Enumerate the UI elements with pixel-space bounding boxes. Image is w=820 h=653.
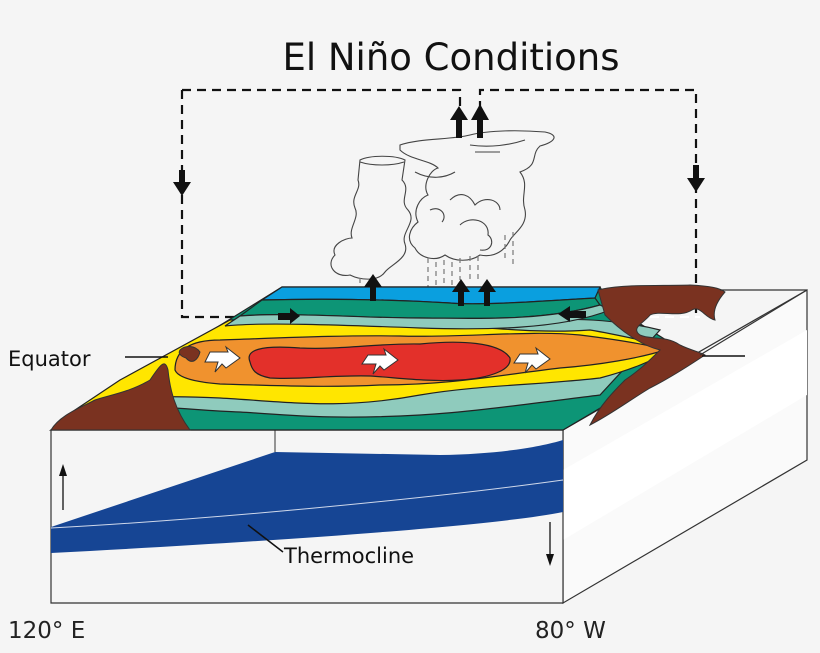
walker-circulation-loop — [180, 88, 698, 319]
thermocline-label: Thermocline — [283, 544, 414, 568]
upwelling-arrow-icon — [59, 464, 67, 510]
equator-label: Equator — [8, 347, 91, 371]
box-right-face-shade — [563, 330, 807, 540]
trade-wind-arrow-west — [278, 308, 300, 324]
thermocline-line — [50, 479, 564, 529]
longitude-east-label: 80° W — [535, 618, 606, 644]
rising-air-arrows-surface — [364, 274, 496, 306]
convection-clouds-icon — [330, 130, 555, 280]
rain-icon — [359, 232, 514, 292]
thermocline-pointer — [247, 524, 284, 553]
land-west — [50, 346, 201, 431]
downwelling-arrow-icon — [546, 522, 554, 566]
westerly-wind-anomaly-arrows — [204, 345, 551, 375]
trade-wind-arrow-east — [558, 306, 586, 322]
rising-air-arrows-top — [450, 104, 489, 138]
sinking-air-arrow-west — [173, 170, 191, 196]
sinking-air-arrow-east — [687, 165, 705, 192]
longitude-west-label: 120° E — [8, 618, 85, 644]
box-outline — [699, 289, 808, 356]
diagram-title: El Niño Conditions — [282, 36, 619, 79]
land-east — [588, 284, 726, 427]
deep-water-layer — [51, 440, 563, 553]
